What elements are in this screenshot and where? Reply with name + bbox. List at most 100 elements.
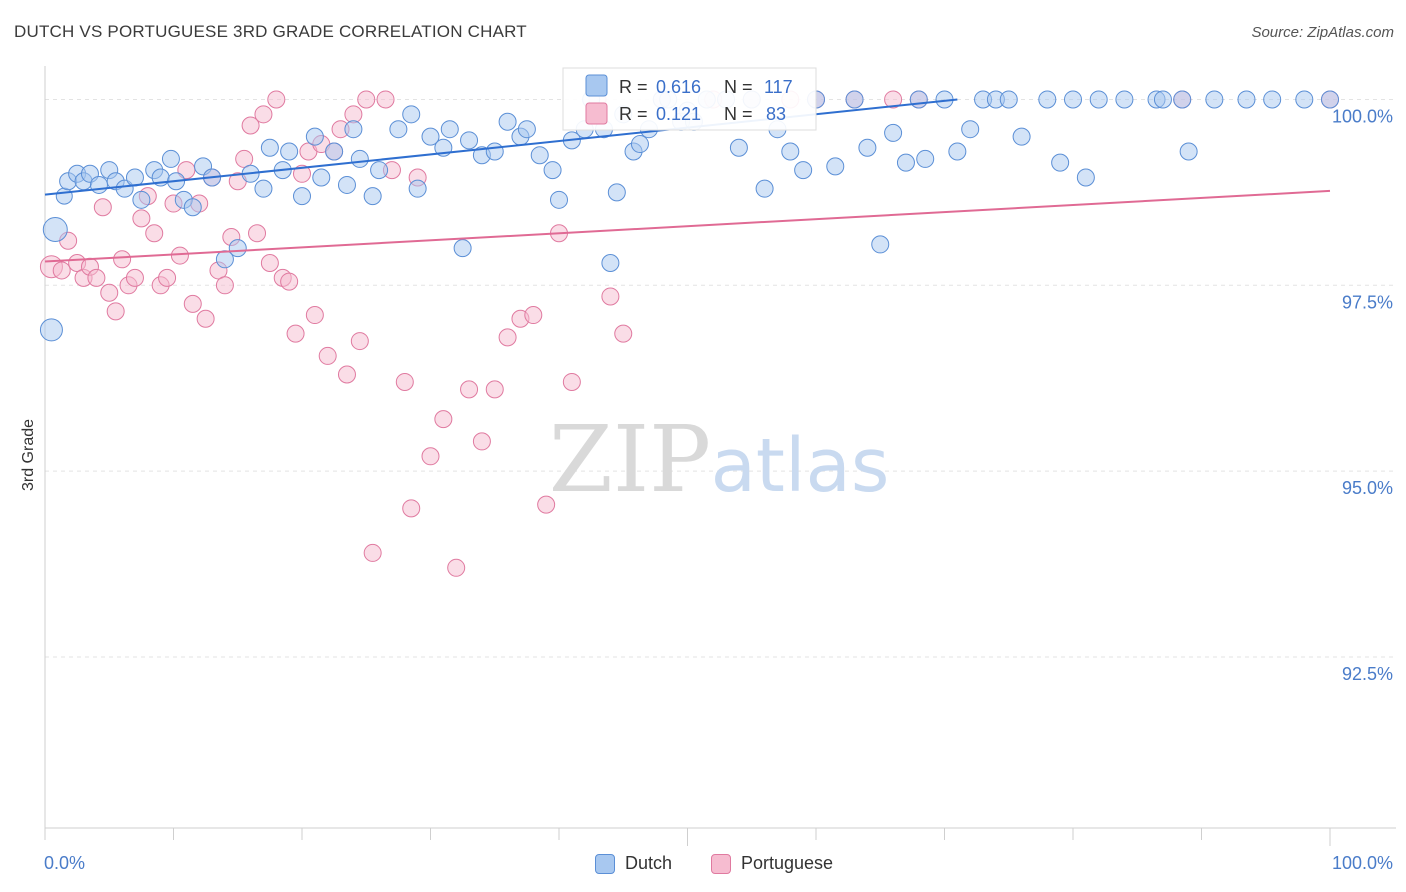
portuguese-point: [267, 90, 286, 109]
legend-item-portuguese[interactable]: Portuguese: [711, 853, 833, 874]
portuguese-point: [305, 306, 324, 325]
portuguese-point: [485, 380, 504, 399]
dutch-point: [755, 179, 774, 198]
portuguese-point: [562, 372, 581, 391]
dutch-point: [1237, 90, 1256, 109]
portuguese-point: [132, 209, 151, 228]
dutch-point: [826, 157, 845, 176]
gridlines: [45, 98, 1396, 658]
dutch-point: [1051, 153, 1070, 172]
dutch-point: [948, 142, 967, 161]
dutch-point: [498, 112, 517, 131]
dutch-point: [1038, 90, 1057, 109]
dutch-point: [132, 190, 151, 209]
portuguese-point: [472, 432, 491, 451]
y-tick-label-3: 92.5%: [1342, 664, 1393, 684]
x-tick-label-max: 100.0%: [1332, 853, 1393, 873]
portuguese-point: [537, 495, 556, 514]
dutch-point: [794, 161, 813, 180]
portuguese-point: [376, 90, 395, 109]
dutch-point: [550, 190, 568, 209]
legend-portuguese-r-label: R =: [619, 104, 653, 124]
portuguese-point: [318, 346, 337, 365]
y-tick-label-0: 100.0%: [1332, 106, 1393, 126]
portuguese-point: [235, 149, 254, 168]
dutch-point: [228, 239, 247, 258]
portuguese-point: [614, 324, 633, 343]
portuguese-point: [241, 116, 260, 135]
dutch-point: [485, 142, 504, 161]
dutch-point: [453, 239, 472, 258]
portuguese-point: [170, 246, 189, 265]
legend-dutch-r-value: 0.616: [656, 77, 701, 97]
dutch-point: [293, 187, 311, 206]
dutch-point: [408, 179, 427, 198]
dutch-point: [344, 120, 363, 139]
dutch-point: [402, 105, 421, 124]
dutch-point: [312, 168, 331, 187]
legend-dutch-r-label: R =: [619, 77, 653, 97]
dutch-point: [1089, 90, 1108, 109]
watermark-zip: ZIP: [549, 406, 711, 513]
portuguese-point: [196, 309, 215, 328]
dutch-point: [337, 175, 356, 194]
dutch-point: [370, 161, 389, 180]
dutch-point: [305, 127, 324, 146]
dutch-point: [1064, 90, 1082, 109]
dutch-point: [350, 149, 369, 168]
dutch-trend-line: [44, 98, 958, 196]
portuguese-point: [125, 268, 144, 287]
dutch-point: [601, 254, 620, 273]
dutch-point: [1205, 90, 1224, 109]
legend-portuguese-n-label: N =: [724, 104, 758, 124]
dutch-point: [1321, 90, 1339, 109]
dutch-point: [961, 120, 980, 139]
dutch-point: [55, 187, 73, 205]
dutch-point: [543, 161, 562, 180]
portuguese-point: [215, 276, 234, 295]
portuguese-point: [395, 372, 414, 391]
dutch-point: [909, 90, 928, 109]
portuguese-point: [113, 250, 132, 269]
dutch-point: [530, 146, 549, 165]
source-label: Source: ZipAtlas.com: [1251, 24, 1394, 41]
chart-title: DUTCH VS PORTUGUESE 3RD GRADE CORRELATIO…: [14, 22, 527, 41]
y-axis-label: 3rd Grade: [20, 419, 37, 491]
dutch-point: [1173, 90, 1192, 109]
portuguese-point: [601, 287, 620, 306]
dutch-point: [460, 131, 479, 150]
portuguese-point: [421, 447, 440, 466]
watermark: ZIP atlas: [549, 406, 890, 513]
dutch-point: [1076, 168, 1095, 187]
portuguese-point: [145, 224, 164, 243]
portuguese-point: [183, 294, 202, 313]
portuguese-point: [337, 365, 356, 384]
dutch-point: [1115, 90, 1134, 109]
dutch-swatch: [595, 853, 615, 874]
legend-item-dutch[interactable]: Dutch: [595, 853, 672, 874]
dutch-point: [42, 217, 68, 243]
y-tick-labels: 100.0% 97.5% 95.0% 92.5%: [1332, 106, 1393, 684]
portuguese-point: [524, 306, 543, 325]
portuguese-point: [93, 198, 112, 217]
portuguese-point: [52, 261, 71, 280]
dutch-point: [916, 149, 935, 168]
portuguese-point: [460, 380, 479, 399]
watermark-atlas: atlas: [711, 423, 890, 509]
dutch-point: [183, 198, 202, 217]
dutch-point: [260, 138, 279, 157]
portuguese-point: [280, 272, 299, 291]
portuguese-point: [260, 254, 279, 273]
dutch-point: [39, 318, 63, 342]
axes: [44, 66, 1396, 846]
portuguese-point: [177, 161, 196, 180]
portuguese-point: [447, 558, 466, 577]
dutch-point: [1295, 90, 1314, 109]
dutch-point: [845, 90, 864, 109]
portuguese-trend-line: [44, 189, 1331, 263]
portuguese-point: [248, 224, 267, 243]
portuguese-point: [293, 164, 311, 183]
portuguese-point: [100, 283, 119, 302]
y-tick-label-1: 97.5%: [1342, 292, 1393, 312]
